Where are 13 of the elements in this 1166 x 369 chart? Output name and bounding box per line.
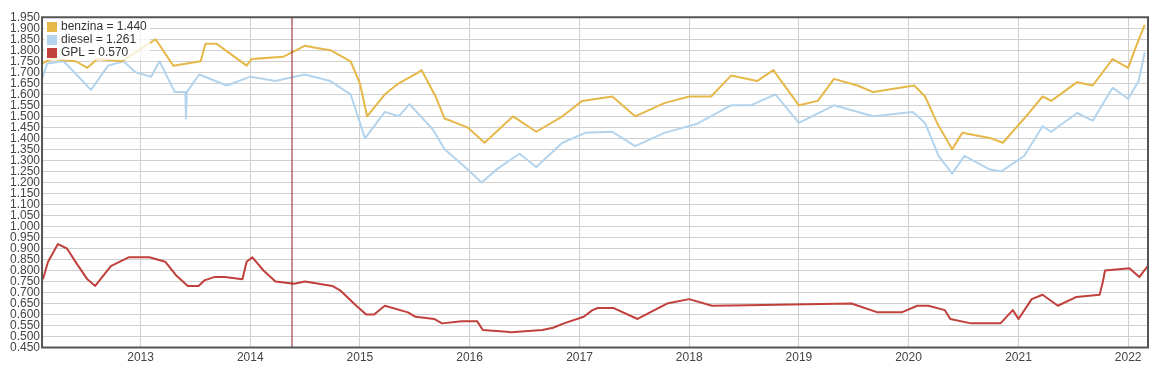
x-tick-label: 2020: [895, 350, 923, 365]
legend-label: GPL = 0.570: [61, 45, 129, 60]
x-tick-label: 2014: [236, 350, 264, 365]
x-tick-label: 2021: [1005, 350, 1033, 365]
x-tick-label: 2019: [785, 350, 813, 365]
legend-label: benzina = 1.440: [61, 19, 147, 34]
x-tick-label: 2015: [346, 350, 374, 365]
x-tick-label: 2017: [566, 350, 594, 365]
legend-label: diesel = 1.261: [61, 32, 137, 47]
x-tick-label: 2013: [127, 350, 155, 365]
x-tick-label: 2018: [675, 350, 703, 365]
x-tick-label: 2016: [456, 350, 484, 365]
x-tick-label: 2022: [1114, 350, 1142, 365]
